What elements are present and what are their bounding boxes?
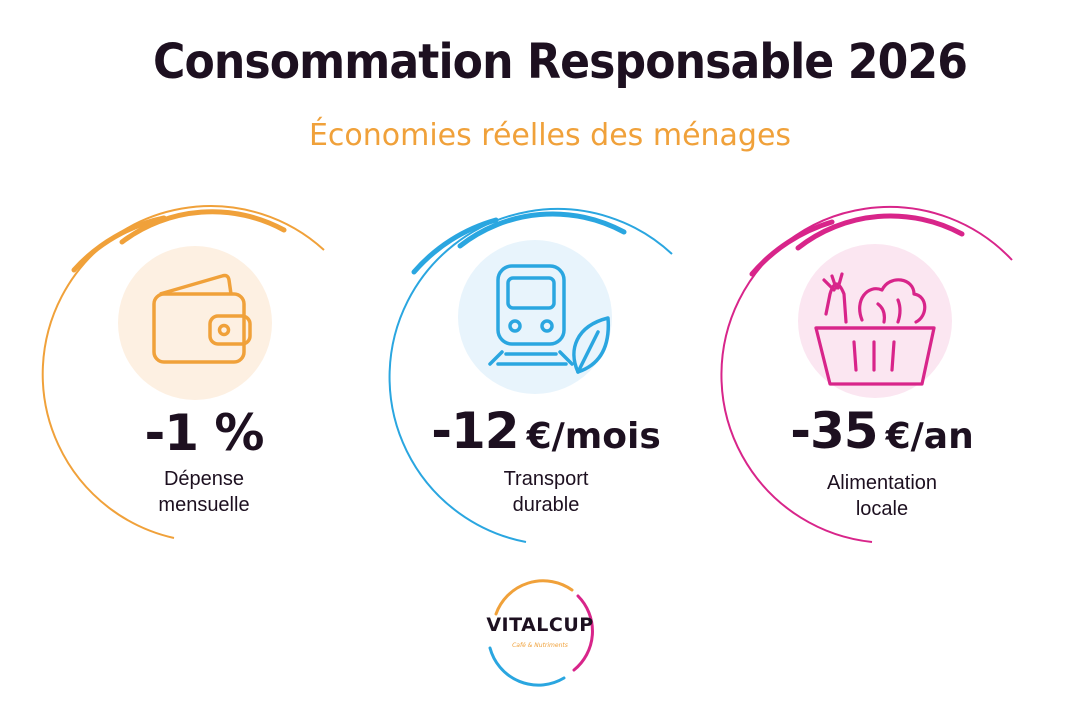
stat-card-sustainable-transport: -12 €/mois Transport durable: [376, 190, 716, 550]
page-subtitle: Économies réelles des ménages: [308, 118, 792, 153]
logo-name: VITALCUP: [486, 614, 594, 636]
stat-label: Dépense mensuelle: [158, 468, 250, 516]
decorative-ring: [720, 205, 1013, 543]
train-leaf-icon: [458, 240, 612, 394]
stat-card-local-food: -35 €/an Alimentation locale: [712, 190, 1052, 550]
page-title: Consommation Responsable 2026: [152, 34, 968, 90]
decorative-ring: [388, 208, 673, 543]
stat-value: -1 %: [144, 404, 264, 462]
stat-label: Alimentation locale: [826, 472, 938, 520]
decorative-ring: [41, 205, 325, 539]
stat-value: -12 €/mois: [431, 402, 661, 460]
stat-label: Transport durable: [503, 468, 589, 516]
vitalcup-logo: VITALCUP Café & Nutriments: [478, 574, 602, 694]
stat-card-monthly-spending: -1 % Dépense mensuelle: [34, 190, 374, 550]
vegetable-basket-icon: [798, 244, 952, 398]
wallet-icon: [118, 246, 272, 400]
logo-tagline: Café & Nutriments: [512, 642, 568, 649]
stat-value: -35 €/an: [790, 402, 974, 460]
